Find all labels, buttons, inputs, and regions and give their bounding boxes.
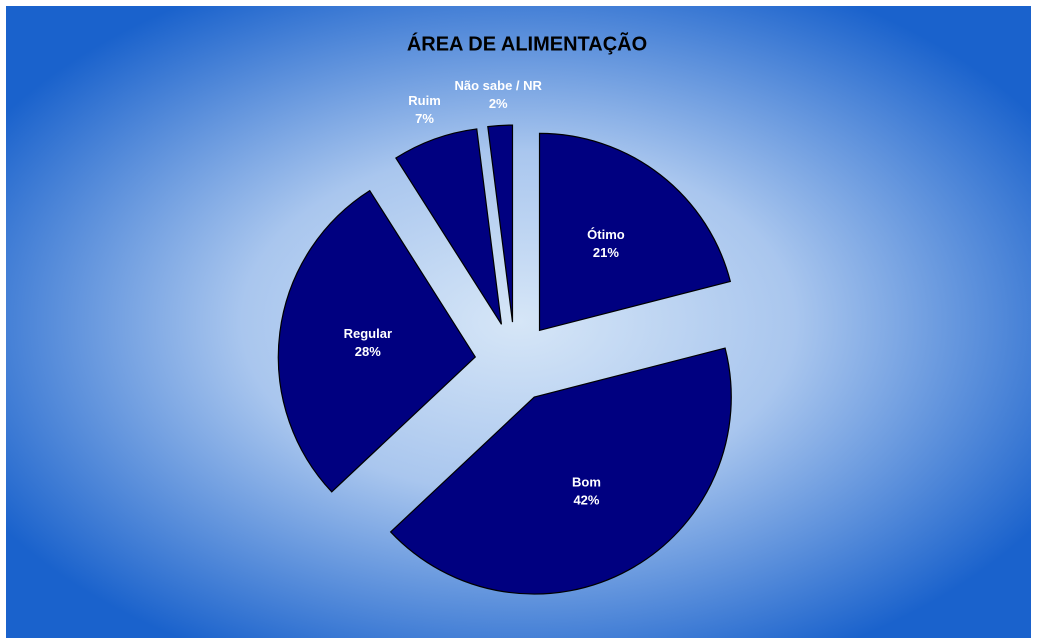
slice-value-label: 42% — [573, 492, 599, 507]
pie-slice — [395, 128, 503, 325]
slice-label: Ótimo — [587, 227, 625, 242]
slice-value-label: 28% — [355, 344, 381, 359]
pie-slice — [277, 189, 477, 493]
chart-title: ÁREA DE ALIMENTAÇÃO — [407, 32, 647, 55]
slice-label: Regular — [344, 326, 392, 341]
slice-value-label: 2% — [489, 96, 508, 111]
slice-value-label: 21% — [593, 245, 619, 260]
pie-slice — [389, 347, 732, 595]
pie-slice — [538, 132, 732, 332]
slice-value-label: 7% — [415, 111, 434, 126]
slice-label: Não sabe / NR — [455, 78, 543, 93]
pie-slice — [487, 124, 514, 323]
slice-label: Bom — [572, 474, 601, 489]
slice-label: Ruim — [408, 93, 441, 108]
